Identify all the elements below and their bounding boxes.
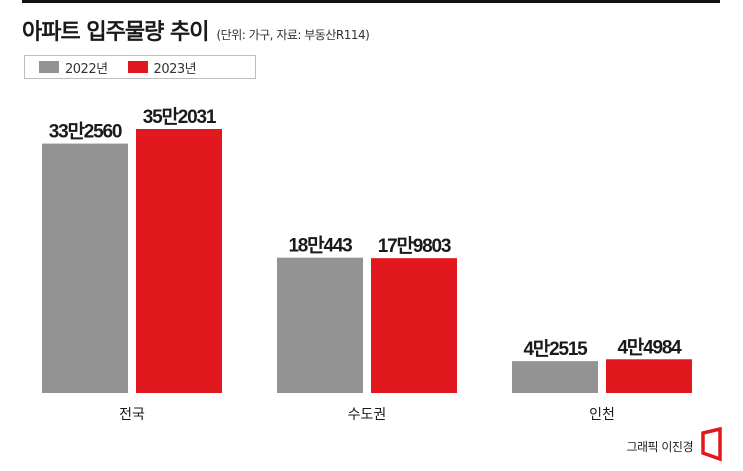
bar-2023-1 <box>371 258 457 393</box>
bar-2023-2 <box>606 359 692 393</box>
value-label-2022-2: 4만2515 <box>523 338 588 360</box>
legend-item-2022: 2022년 <box>39 58 108 77</box>
legend-label-2023: 2023년 <box>153 61 197 77</box>
bar-2022-2 <box>512 361 598 393</box>
value-label-2023-1: 17만9803 <box>378 235 451 257</box>
legend-label-2022: 2022년 <box>65 61 108 77</box>
legend-swatch-2022 <box>39 61 59 73</box>
category-label-0: 전국 <box>119 407 145 423</box>
value-label-2022-1: 18만443 <box>288 235 352 257</box>
top-rule <box>22 0 720 3</box>
graphic-credit: 그래픽 이진경 <box>626 440 693 454</box>
category-label-1: 수도권 <box>348 407 387 423</box>
value-label-2023-2: 4만4984 <box>617 336 682 358</box>
bar-2022-1 <box>277 257 363 393</box>
bar-2022-0 <box>42 143 128 393</box>
publisher-logo-icon <box>701 427 722 462</box>
value-label-2022-0: 33만2560 <box>49 121 122 143</box>
bar-2023-0 <box>136 129 222 393</box>
chart-subtitle: (단위: 가구, 자료: 부동산R114) <box>216 28 370 42</box>
title-block: 아파트 입주물량 추이 (단위: 가구, 자료: 부동산R114) <box>22 14 370 46</box>
value-label-2023-0: 35만2031 <box>143 106 217 128</box>
category-label-2: 인천 <box>589 407 615 423</box>
legend: 2022년 2023년 <box>24 55 256 79</box>
chart-title: 아파트 입주물량 추이 <box>22 20 209 45</box>
legend-swatch-2023 <box>127 61 148 73</box>
legend-item-2023: 2023년 <box>127 58 197 77</box>
